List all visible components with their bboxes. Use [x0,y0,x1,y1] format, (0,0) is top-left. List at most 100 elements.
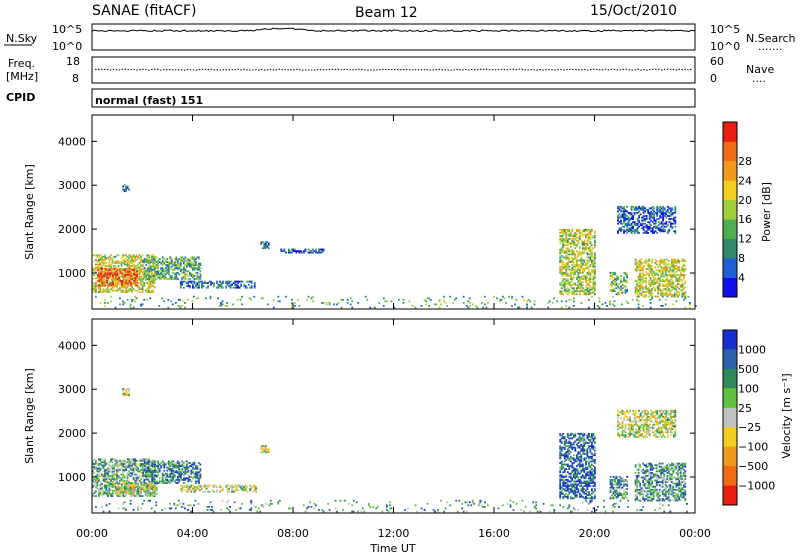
heatmap-cell [128,394,130,397]
heatmap-cell [129,475,132,478]
heatmap-cell [634,260,637,263]
heatmap-cell [122,482,125,485]
heatmap-cell [654,219,657,222]
heatmap-cell [663,228,666,231]
heatmap-cell [640,269,643,272]
heatmap-cell [119,469,121,471]
heatmap-cell [656,212,659,214]
heatmap-cell [566,282,569,285]
heatmap-cell [133,488,135,491]
heatmap-cell [92,266,94,269]
heatmap-cell [193,486,196,488]
heatmap-cell [670,283,673,286]
heatmap-cell [154,256,157,259]
heatmap-cell [574,482,577,484]
heatmap-cell [588,492,590,495]
heatmap-cell [617,219,619,222]
heatmap-cell [137,269,139,272]
heatmap-cell [624,273,627,276]
heatmap-cell [117,464,120,467]
heatmap-cell [187,466,190,469]
heatmap-cell [92,486,94,488]
heatmap-cell [105,278,108,281]
heatmap-cell [568,233,571,236]
heatmap-cell [133,277,135,279]
heatmap-cell [137,469,139,471]
heatmap-cell [620,285,622,288]
heatmap-cell [594,268,596,271]
heatmap-cell [585,230,587,233]
heatmap-cell [565,228,568,231]
heatmap-cell [167,273,170,276]
heatmap-cell [146,459,149,462]
heatmap-cell [658,269,661,272]
heatmap-cell [151,273,154,276]
heatmap-cell [192,273,194,276]
heatmap-cell [617,480,619,483]
heatmap-cell [591,288,593,291]
heatmap-cell [615,477,618,480]
heatmap-cell [128,265,130,267]
heatmap-cell [592,432,595,435]
heatmap-cell [134,282,136,284]
heatmap-cell [529,300,531,303]
heatmap-cell [623,210,625,213]
heatmap-cell [594,497,596,500]
heatmap-cell [580,460,583,463]
heatmap-cell [591,255,593,257]
heatmap-cell [569,245,572,248]
heatmap-cell [657,277,660,279]
heatmap-cell [669,224,672,227]
heatmap-cell [128,257,130,260]
heatmap-cell [612,491,615,494]
heatmap-cell [175,256,178,259]
heatmap-cell [586,282,589,285]
heatmap-cell [577,432,580,435]
heatmap-cell [201,286,203,289]
heatmap-cell [119,270,122,273]
heatmap-cell [585,477,587,480]
heatmap-cell [612,480,615,483]
heatmap-cell [98,478,100,481]
heatmap-cell [95,291,97,293]
heatmap-cell [667,266,670,269]
heatmap-cell [618,483,621,486]
heatmap-cell [650,210,653,213]
heatmap-cell [572,268,575,271]
heatmap-cell [563,271,566,274]
heatmap-cell [137,272,139,275]
heatmap-cell [594,262,596,265]
heatmap-cell [566,471,569,474]
heatmap-cell [163,271,166,274]
heatmap-cell [575,287,578,290]
heatmap-cell [160,480,163,483]
heatmap-cell [569,253,572,256]
heatmap-cell [113,490,116,492]
heatmap-cell [105,486,108,488]
heatmap-cell [152,469,155,472]
heatmap-cell [219,285,221,288]
heatmap-cell [614,281,616,283]
heatmap-cell [116,281,119,284]
heatmap-cell [175,259,178,262]
heatmap-cell [117,262,120,264]
heatmap-cell [583,291,586,294]
heatmap-cell [154,485,157,488]
heatmap-cell [661,284,664,287]
heatmap-cell [132,259,135,261]
heatmap-cell [196,477,199,480]
heatmap-cell [145,486,148,489]
heatmap-cell [190,480,193,483]
heatmap-cell [571,258,574,260]
heatmap-cell [261,241,264,243]
heatmap-cell [241,484,244,487]
heatmap-cell [198,286,200,289]
heatmap-cell [578,250,581,253]
heatmap-cell [563,440,566,443]
heatmap-cell [98,490,100,493]
heatmap-cell [107,467,109,470]
heatmap-cell [161,479,164,481]
heatmap-cell [134,458,136,461]
heatmap-cell [594,475,596,478]
heatmap-cell [187,258,190,260]
